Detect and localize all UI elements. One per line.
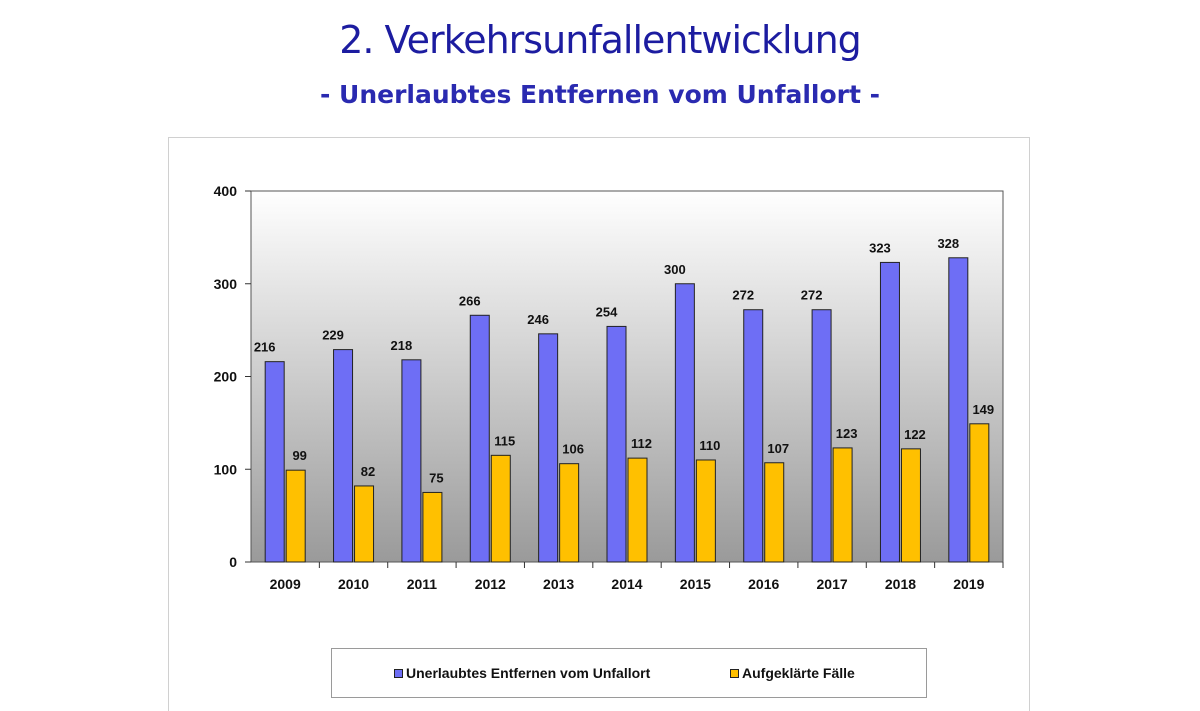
chart-legend: Unerlaubtes Entfernen vom Unfallort Aufg… <box>331 648 927 698</box>
data-label-series-2: 149 <box>972 402 994 417</box>
x-tick-label: 2018 <box>885 576 916 592</box>
data-label-series-2: 122 <box>904 427 926 442</box>
bar-series-1 <box>674 283 695 563</box>
data-label-series-1: 323 <box>869 240 891 255</box>
x-tick-label: 2011 <box>407 576 438 592</box>
data-label-series-2: 75 <box>429 470 443 485</box>
x-tick-label: 2009 <box>270 576 301 592</box>
bar-series-2 <box>627 457 648 563</box>
x-tick-label: 2016 <box>748 576 779 592</box>
data-label-series-1: 216 <box>254 340 276 355</box>
legend-swatch-series-2 <box>730 668 739 678</box>
bar-series-1 <box>333 349 354 563</box>
data-label-series-1: 328 <box>937 236 959 251</box>
y-tick-label: 0 <box>229 554 237 570</box>
bar-series-2 <box>559 463 580 563</box>
legend-item-series-2: Aufgeklärte Fälle <box>730 665 855 681</box>
data-label-series-2: 110 <box>699 438 720 453</box>
bar-series-1 <box>606 325 627 563</box>
legend-label-series-2: Aufgeklärte Fälle <box>742 665 855 681</box>
bar-series-2 <box>285 469 306 563</box>
data-label-series-1: 272 <box>732 288 754 303</box>
bar-series-1 <box>538 333 559 563</box>
bar-series-1 <box>879 261 900 563</box>
bar-series-2 <box>764 462 785 563</box>
legend-label-series-1: Unerlaubtes Entfernen vom Unfallort <box>406 665 651 681</box>
data-label-series-2: 99 <box>292 448 306 463</box>
legend-item-series-1: Unerlaubtes Entfernen vom Unfallort <box>394 665 650 681</box>
bar-series-1 <box>469 314 490 563</box>
x-tick-label: 2013 <box>543 576 574 592</box>
data-label-series-1: 218 <box>391 338 413 353</box>
bar-series-2 <box>695 459 716 563</box>
data-label-series-2: 112 <box>631 436 652 451</box>
legend-swatch-series-1 <box>394 668 403 678</box>
plot-area <box>250 190 1004 563</box>
bar-series-1 <box>948 257 969 563</box>
page-title: 2. Verkehrsunfallentwicklung <box>339 18 862 62</box>
data-label-series-1: 254 <box>596 304 618 319</box>
data-label-series-1: 246 <box>527 312 549 327</box>
data-label-series-2: 115 <box>494 433 515 448</box>
x-tick-label: 2010 <box>338 576 369 592</box>
bar-series-2 <box>969 423 990 563</box>
x-tick-label: 2017 <box>817 576 848 592</box>
data-label-series-2: 123 <box>836 426 858 441</box>
x-tick-label: 2015 <box>680 576 711 592</box>
y-tick-label: 100 <box>214 461 238 477</box>
x-tick-label: 2019 <box>953 576 984 592</box>
y-tick-label: 300 <box>214 276 238 292</box>
data-label-series-1: 300 <box>664 262 686 277</box>
data-label-series-2: 107 <box>767 441 789 456</box>
data-label-series-1: 266 <box>459 293 481 308</box>
page-subtitle: - Unerlaubtes Entfernen vom Unfallort - <box>319 80 881 109</box>
x-tick-label: 2014 <box>611 576 642 592</box>
x-tick-label: 2012 <box>475 576 506 592</box>
bar-series-2 <box>354 485 375 563</box>
data-label-series-1: 229 <box>322 328 344 343</box>
bar-series-1 <box>401 359 422 563</box>
data-label-series-2: 106 <box>562 442 584 457</box>
bar-series-1 <box>743 309 764 563</box>
data-label-series-1: 272 <box>801 288 823 303</box>
y-tick-label: 200 <box>214 369 238 385</box>
y-tick-label: 400 <box>214 183 238 199</box>
bar-series-2 <box>490 454 511 563</box>
bar-series-1 <box>811 309 832 563</box>
data-label-series-2: 82 <box>361 464 375 479</box>
bar-series-2 <box>422 491 443 563</box>
bar-series-2 <box>832 447 853 563</box>
bar-series-1 <box>264 361 285 563</box>
bar-series-2 <box>900 448 921 563</box>
